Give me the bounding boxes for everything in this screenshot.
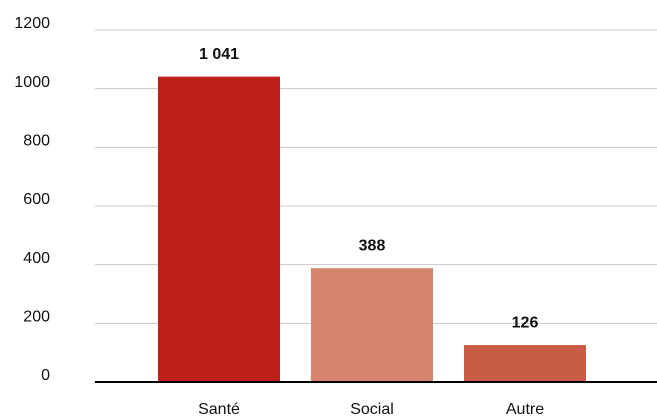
value-label: 1 041 bbox=[199, 46, 239, 63]
value-label: 388 bbox=[359, 237, 386, 254]
x-tick-label: Santé bbox=[198, 401, 240, 418]
x-tick-label: Social bbox=[350, 401, 394, 418]
bar bbox=[464, 345, 586, 382]
bar bbox=[311, 268, 433, 382]
y-tick-label: 800 bbox=[23, 133, 50, 150]
y-tick-label: 1200 bbox=[14, 15, 50, 32]
x-tick-label: Autre bbox=[506, 401, 544, 418]
bar bbox=[158, 76, 280, 382]
y-tick-label: 600 bbox=[23, 191, 50, 208]
y-tick-label: 1000 bbox=[14, 74, 50, 91]
value-label: 126 bbox=[512, 314, 539, 331]
y-tick-label: 400 bbox=[23, 250, 50, 267]
y-tick-label: 0 bbox=[41, 367, 50, 384]
y-tick-label: 200 bbox=[23, 309, 50, 326]
